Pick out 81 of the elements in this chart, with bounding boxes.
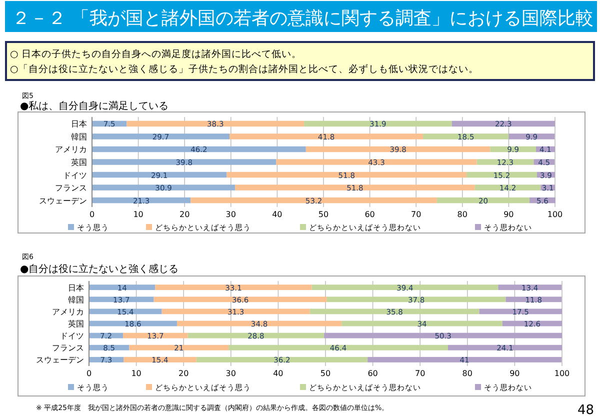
y-tick-label: フランス — [52, 344, 84, 353]
x-tick-label: 80 — [462, 369, 472, 378]
text: 48 — [577, 403, 594, 418]
y-tick-label: フランス — [55, 184, 87, 193]
bar — [188, 332, 324, 338]
x-tick-label: 30 — [226, 369, 236, 378]
x-tick-label: 90 — [504, 210, 514, 219]
bar — [474, 184, 541, 190]
bar — [508, 134, 555, 140]
x-tick-label: 10 — [133, 210, 144, 219]
x-tick-label: 30 — [226, 210, 236, 219]
y-tick-label: ドイツ — [63, 170, 87, 180]
x-tick-label: 80 — [457, 210, 468, 219]
y-tick-label: 英国 — [68, 320, 84, 328]
bar — [89, 284, 156, 290]
bar — [479, 308, 562, 314]
bar — [228, 344, 448, 350]
bar — [92, 134, 230, 140]
bar — [276, 159, 477, 165]
bar — [476, 159, 534, 165]
text: ２－２ 「我が国と諸外国の若者の意識に関する調査」における国際比較 — [12, 8, 594, 29]
bar — [326, 296, 506, 302]
chart-title: ●私は、自分自身に満足している — [20, 100, 169, 112]
bar — [155, 284, 312, 290]
bar — [230, 134, 424, 140]
x-tick-label: 70 — [415, 369, 426, 378]
x-tick-label: 50 — [320, 369, 331, 378]
y-tick-label: アメリカ — [55, 145, 87, 154]
x-tick-label: 0 — [89, 210, 95, 219]
bar — [306, 146, 490, 152]
y-tick-label: スウェーデン — [36, 356, 84, 365]
bar — [368, 356, 562, 362]
y-tick-label: ドイツ — [60, 332, 84, 341]
x-tick-label: 50 — [318, 210, 329, 219]
x-tick-label: 0 — [86, 369, 92, 378]
bar — [448, 344, 562, 350]
bar — [92, 146, 306, 152]
x-tick-label: 100 — [554, 369, 570, 378]
bar — [129, 344, 229, 350]
bar — [304, 120, 452, 127]
y-tick-label: 日本 — [71, 120, 87, 129]
bar — [190, 197, 437, 204]
y-tick-label: アメリカ — [52, 307, 84, 316]
bar — [312, 284, 498, 290]
x-tick-label: 70 — [411, 210, 422, 219]
y-tick-label: 英国 — [71, 158, 87, 167]
bar — [124, 356, 196, 362]
bar — [92, 184, 236, 190]
y-tick-label: 韓国 — [71, 132, 87, 142]
y-tick-label: 韓国 — [68, 295, 84, 304]
bar — [196, 356, 368, 362]
bar — [92, 159, 276, 165]
x-tick-label: 40 — [272, 210, 282, 219]
text: ○ 日本の子供たちの自分自身への満足度は諸外国に比べて低い。 — [10, 48, 302, 60]
bar — [324, 332, 562, 338]
bar — [235, 184, 475, 190]
bar — [89, 308, 162, 314]
bar — [154, 296, 327, 302]
bar — [506, 296, 562, 302]
bar — [436, 197, 530, 204]
bar — [123, 332, 188, 338]
y-tick-label: 日本 — [68, 283, 84, 292]
bar — [92, 172, 227, 178]
chart-title: ●自分は役に立たないと強く感じる — [20, 263, 179, 275]
text: ○「自分は役に立たないと強く感じる」子供たちの割合は諸外国と比べて、必ずしも低い状況ではない。 — [10, 63, 478, 75]
x-tick-label: 100 — [547, 210, 563, 219]
bar — [310, 308, 480, 314]
bar — [162, 308, 310, 314]
x-tick-label: 20 — [178, 369, 189, 378]
x-tick-label: 20 — [180, 210, 190, 219]
bar — [126, 120, 304, 127]
x-tick-label: 90 — [510, 369, 520, 378]
bar — [89, 296, 154, 302]
y-tick-label: スウェーデン — [39, 196, 87, 206]
bar — [226, 172, 467, 178]
x-tick-label: 60 — [368, 369, 378, 378]
x-tick-label: 10 — [131, 369, 142, 378]
x-tick-label: 60 — [364, 210, 375, 219]
bar — [423, 134, 509, 140]
x-tick-label: 40 — [273, 369, 284, 378]
bar — [498, 284, 562, 290]
